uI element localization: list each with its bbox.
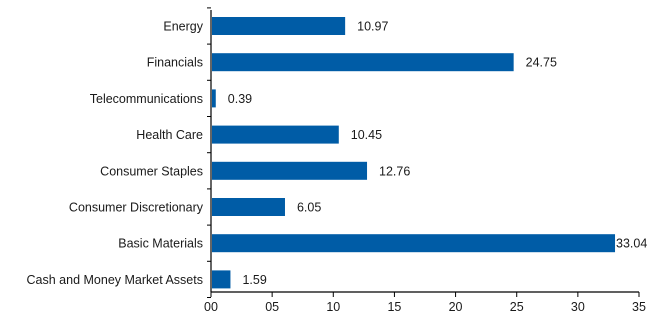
category-label: Telecommunications [90, 92, 203, 106]
bar [212, 53, 514, 72]
value-label: 24.75 [526, 56, 557, 70]
bar [212, 270, 231, 289]
x-tick-label: 00 [204, 300, 218, 314]
x-tick-label: 20 [449, 300, 463, 314]
category-label: Basic Materials [118, 237, 203, 251]
value-label: 10.97 [357, 20, 388, 34]
x-tick-label: 05 [265, 300, 279, 314]
value-label: 10.45 [351, 128, 382, 142]
category-label: Consumer Discretionary [69, 201, 204, 215]
bar [212, 198, 285, 216]
bar [212, 17, 346, 35]
category-label: Health Care [136, 128, 203, 142]
value-label: 12.76 [379, 164, 410, 178]
value-label: 33.04 [616, 237, 647, 251]
bar [212, 234, 616, 253]
value-label: 0.39 [228, 92, 252, 106]
category-label: Energy [163, 20, 203, 34]
bar [212, 161, 368, 180]
value-label: 6.05 [297, 201, 321, 215]
x-tick-label: 35 [632, 300, 646, 314]
bar [212, 125, 339, 144]
x-tick-label: 10 [326, 300, 340, 314]
category-label: Consumer Staples [100, 164, 203, 178]
category-label: Financials [147, 56, 203, 70]
x-tick-label: 25 [510, 300, 524, 314]
x-tick-label: 30 [571, 300, 585, 314]
bar [212, 89, 216, 108]
value-label: 1.59 [242, 273, 266, 287]
x-tick-label: 15 [387, 300, 401, 314]
category-label: Cash and Money Market Assets [27, 273, 203, 287]
